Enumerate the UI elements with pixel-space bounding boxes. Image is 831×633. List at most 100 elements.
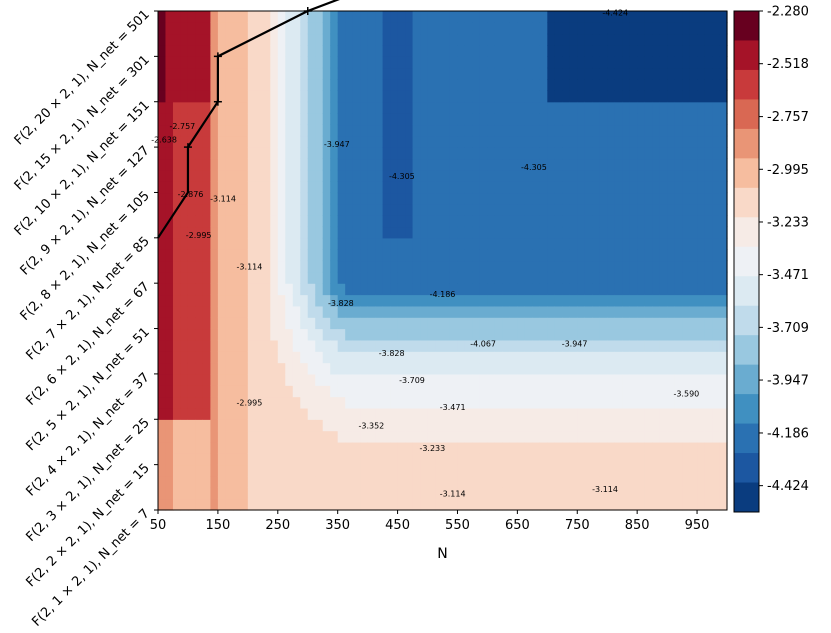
field-cell bbox=[232, 67, 241, 80]
field-cell bbox=[367, 475, 376, 488]
field-cell bbox=[659, 158, 668, 171]
field-cell bbox=[457, 475, 466, 488]
field-cell bbox=[502, 271, 511, 284]
field-cell bbox=[232, 362, 241, 375]
field-cell bbox=[307, 317, 316, 330]
field-cell bbox=[217, 475, 226, 488]
field-cell bbox=[300, 453, 309, 466]
field-cell bbox=[172, 487, 182, 500]
contour-label: -3.947 bbox=[324, 140, 350, 149]
field-cell bbox=[629, 79, 638, 91]
field-cell bbox=[562, 317, 571, 330]
field-cell bbox=[232, 237, 241, 250]
field-cell bbox=[524, 33, 533, 46]
field-cell bbox=[554, 11, 563, 23]
field-cell bbox=[644, 169, 653, 182]
field-cell bbox=[195, 305, 204, 318]
field-cell bbox=[420, 169, 429, 182]
field-cell bbox=[375, 169, 384, 182]
field-cell bbox=[232, 124, 241, 137]
field-cell bbox=[165, 351, 174, 364]
field-cell bbox=[300, 283, 309, 296]
field-cell bbox=[674, 249, 683, 262]
field-cell bbox=[277, 271, 286, 284]
field-cell bbox=[270, 192, 279, 205]
field-cell bbox=[464, 113, 474, 126]
field-cell bbox=[569, 362, 578, 375]
field-cell bbox=[629, 498, 638, 511]
field-cell bbox=[614, 56, 623, 69]
field-cell bbox=[187, 283, 197, 296]
field-cell bbox=[487, 407, 496, 420]
field-cell bbox=[382, 113, 391, 126]
field-cell bbox=[195, 249, 204, 262]
field-cell bbox=[165, 226, 174, 239]
field-cell bbox=[337, 169, 346, 182]
field-cell bbox=[217, 113, 226, 126]
field-cell bbox=[562, 79, 571, 91]
field-cell bbox=[195, 328, 204, 341]
field-cell bbox=[479, 181, 489, 194]
field-cell bbox=[270, 135, 279, 148]
field-cell bbox=[300, 419, 309, 432]
field-cell bbox=[464, 79, 474, 91]
field-cell bbox=[637, 249, 646, 262]
field-cell bbox=[502, 441, 511, 454]
field-cell bbox=[330, 305, 339, 318]
field-cell bbox=[479, 215, 489, 228]
field-cell bbox=[577, 22, 586, 35]
field-cell bbox=[210, 396, 219, 409]
field-cell bbox=[322, 260, 331, 273]
field-cell bbox=[217, 453, 226, 466]
field-cell bbox=[375, 475, 384, 488]
field-cell bbox=[307, 453, 316, 466]
field-cell bbox=[562, 487, 571, 500]
field-cell bbox=[652, 464, 661, 477]
field-cell bbox=[217, 90, 226, 103]
field-cell bbox=[187, 328, 197, 341]
field-cell bbox=[367, 328, 376, 341]
field-cell bbox=[277, 169, 286, 182]
field-cell bbox=[285, 453, 294, 466]
field-cell bbox=[405, 237, 414, 250]
field-cell bbox=[599, 181, 608, 194]
field-cell bbox=[315, 33, 324, 46]
field-cell bbox=[435, 101, 444, 114]
field-cell bbox=[719, 419, 728, 432]
field-cell bbox=[270, 351, 279, 364]
field-cell bbox=[412, 192, 421, 205]
field-cell bbox=[307, 101, 316, 114]
field-cell bbox=[704, 203, 713, 216]
field-cell bbox=[599, 11, 608, 23]
field-cell bbox=[375, 498, 384, 511]
field-cell bbox=[158, 181, 167, 194]
field-cell bbox=[719, 487, 728, 500]
field-cell bbox=[435, 487, 444, 500]
field-cell bbox=[360, 362, 369, 375]
field-cell bbox=[472, 407, 481, 420]
field-cell bbox=[390, 373, 399, 386]
field-cell bbox=[569, 22, 578, 35]
field-cell bbox=[614, 441, 623, 454]
field-cell bbox=[442, 487, 451, 500]
field-cell bbox=[592, 317, 601, 330]
field-cell bbox=[697, 453, 706, 466]
field-cell bbox=[689, 339, 698, 352]
field-cell bbox=[719, 317, 728, 330]
field-cell bbox=[435, 339, 444, 352]
field-cell bbox=[464, 430, 474, 443]
field-cell bbox=[405, 294, 414, 307]
field-cell bbox=[644, 305, 653, 318]
field-cell bbox=[502, 56, 511, 69]
field-cell bbox=[255, 498, 264, 511]
field-cell bbox=[397, 135, 406, 148]
field-cell bbox=[689, 249, 698, 262]
field-cell bbox=[172, 328, 182, 341]
field-cell bbox=[554, 237, 563, 250]
field-cell bbox=[240, 271, 249, 284]
field-cell bbox=[584, 385, 593, 398]
field-cell bbox=[330, 271, 339, 284]
field-cell bbox=[382, 407, 391, 420]
field-cell bbox=[637, 373, 646, 386]
field-cell bbox=[307, 294, 316, 307]
